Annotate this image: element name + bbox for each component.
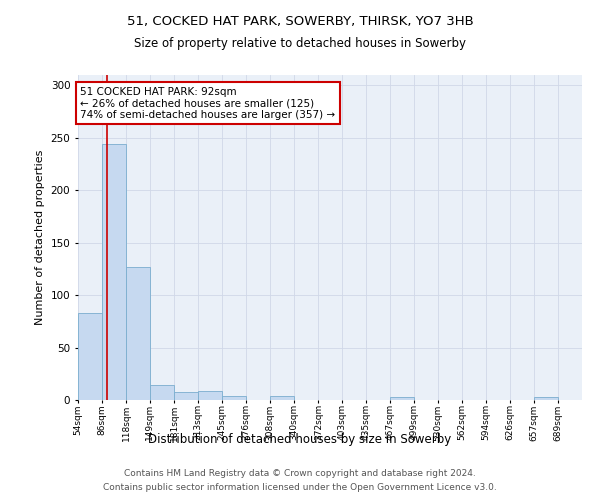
Bar [78,313,102,400]
Text: Size of property relative to detached houses in Sowerby: Size of property relative to detached ho… [134,38,466,51]
Text: 51, COCKED HAT PARK, SOWERBY, THIRSK, YO7 3HB: 51, COCKED HAT PARK, SOWERBY, THIRSK, YO… [127,15,473,28]
Bar [150,386,174,400]
Bar [174,392,198,400]
Bar [198,390,223,400]
Text: Contains HM Land Registry data © Crown copyright and database right 2024.: Contains HM Land Registry data © Crown c… [124,468,476,477]
Y-axis label: Number of detached properties: Number of detached properties [35,150,45,325]
Bar [102,144,127,400]
Text: Contains public sector information licensed under the Open Government Licence v3: Contains public sector information licen… [103,484,497,492]
Bar [390,397,414,400]
Bar [223,396,246,400]
Bar [127,267,150,400]
Text: Distribution of detached houses by size in Sowerby: Distribution of detached houses by size … [148,432,452,446]
Bar [533,397,558,400]
Bar [270,396,294,400]
Text: 51 COCKED HAT PARK: 92sqm
← 26% of detached houses are smaller (125)
74% of semi: 51 COCKED HAT PARK: 92sqm ← 26% of detac… [80,86,335,120]
